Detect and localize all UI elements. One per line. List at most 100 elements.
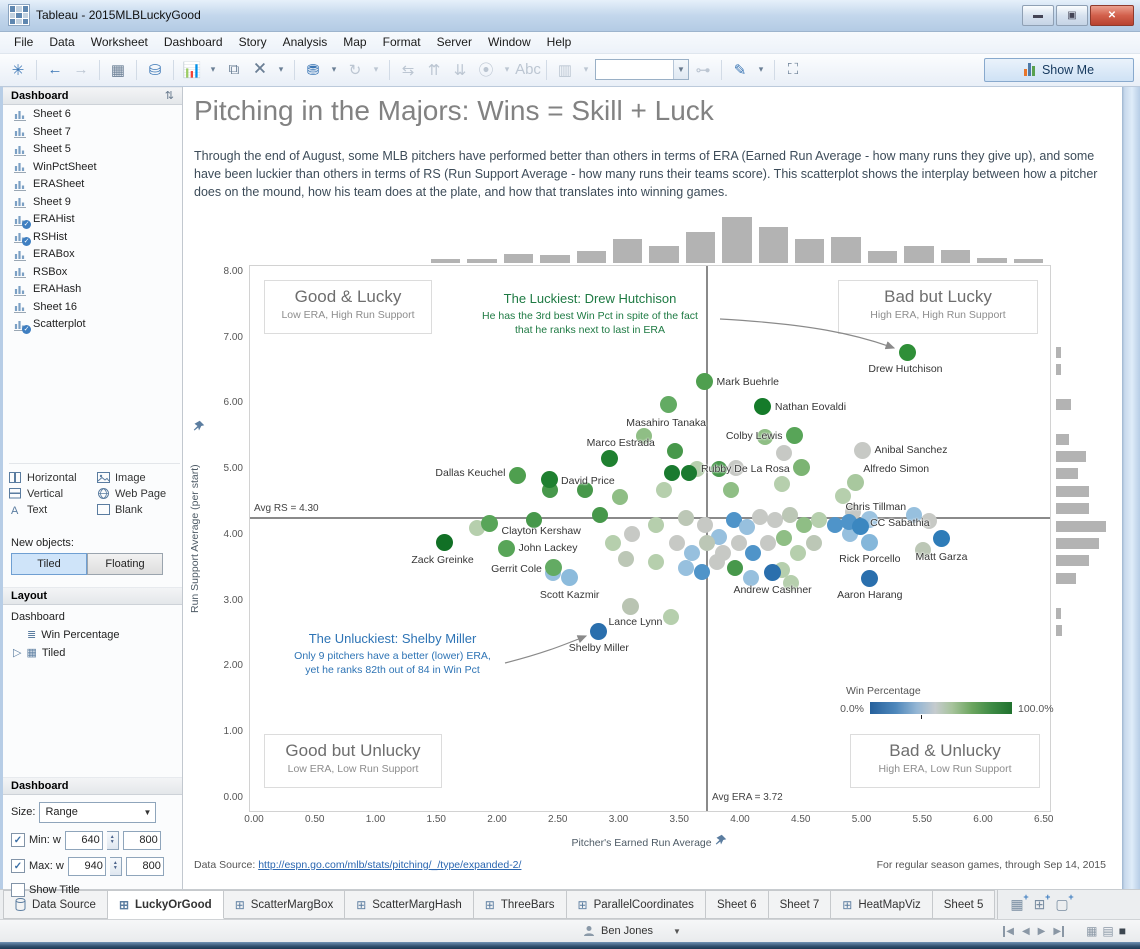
scatter-mark[interactable] — [782, 574, 799, 591]
scatter-mark[interactable] — [577, 482, 594, 499]
object-web-page[interactable]: Web Page — [97, 488, 180, 500]
new-worksheet-dropdown-icon[interactable]: ▾ — [210, 64, 216, 75]
scatter-mark[interactable] — [775, 530, 792, 547]
clear-sheet-dropdown-icon[interactable]: ▾ — [278, 64, 284, 75]
fit-combobox[interactable]: ▼ — [595, 59, 689, 81]
scatter-mark[interactable] — [796, 517, 813, 533]
tiled-button[interactable]: Tiled — [11, 552, 87, 575]
scatter-mark[interactable] — [605, 534, 622, 551]
undo-icon[interactable]: ← — [47, 61, 63, 79]
scatter-mark-clayton-kershaw[interactable] — [480, 515, 498, 533]
tableau-logo-icon[interactable]: ✳ — [11, 61, 25, 79]
layout-root[interactable]: Dashboard — [11, 610, 65, 623]
new-dashboard-icon[interactable]: ⊞ + — [1033, 892, 1051, 913]
scatter-mark[interactable] — [698, 534, 715, 551]
scatter-mark-mark-buehrle[interactable] — [696, 373, 714, 391]
scatter-mark[interactable] — [694, 564, 711, 581]
scatter-mark-andrew-cashner[interactable] — [764, 564, 782, 582]
sheet-item-erahist[interactable]: ✓ ERAHist — [3, 211, 182, 229]
max-size-checkbox[interactable]: ✓ — [11, 859, 25, 874]
max-height-input[interactable]: 800 — [125, 856, 164, 876]
menu-help[interactable]: Help — [546, 35, 572, 50]
scatter-mark[interactable] — [739, 518, 756, 535]
auto-updates-icon[interactable]: ⛃ — [306, 61, 320, 79]
scatter-mark[interactable] — [905, 506, 922, 523]
presentation-mode-icon[interactable]: ⛶ — [787, 61, 799, 79]
scatter-mark[interactable] — [767, 511, 784, 528]
run-update-dropdown-icon[interactable]: ▾ — [373, 64, 379, 75]
scatter-mark[interactable] — [678, 559, 695, 576]
max-width-spinner[interactable]: ▲ ▼ — [109, 856, 122, 876]
menu-window[interactable]: Window — [487, 35, 531, 50]
tab-scattermargbox[interactable]: ⊞ ScatterMargBox — [223, 890, 346, 920]
new-story-icon[interactable]: ▢ + — [1055, 892, 1074, 913]
scatter-mark[interactable] — [915, 541, 932, 558]
fix-axes-icon[interactable]: ⊶ — [695, 61, 711, 79]
layout-item-tiled[interactable]: ▷ ▦ Tiled — [11, 644, 119, 662]
scatter-mark[interactable] — [711, 528, 728, 545]
first-sheet-icon[interactable]: ◀ — [1003, 925, 1014, 937]
scatter-mark[interactable] — [810, 511, 827, 528]
minimize-button[interactable]: ▬ — [1022, 4, 1054, 26]
scatter-mark[interactable] — [745, 544, 762, 561]
fit-dropdown-icon[interactable]: ▾ — [583, 64, 589, 75]
show-me-button[interactable]: Show Me — [984, 57, 1134, 82]
menu-server[interactable]: Server — [436, 35, 472, 50]
scatter-mark[interactable] — [752, 509, 769, 526]
tab-scattermarghash[interactable]: ⊞ ScatterMargHash — [345, 890, 474, 920]
scatter-mark-john-lackey[interactable] — [498, 539, 515, 557]
signed-in-user[interactable]: Ben Jones ▼ — [575, 924, 689, 938]
object-vertical[interactable]: Vertical — [9, 488, 97, 500]
scatter-mark[interactable] — [728, 459, 745, 476]
scatter-mark[interactable] — [921, 513, 938, 530]
auto-updates-dropdown-icon[interactable]: ▾ — [331, 64, 337, 75]
scatter-mark[interactable] — [647, 554, 664, 571]
duplicate-sheet-icon[interactable]: ⧉ — [228, 61, 240, 79]
highlight-pen-icon[interactable]: ✎ — [733, 61, 747, 79]
scatter-mark[interactable] — [696, 517, 713, 533]
scatter-mark[interactable] — [678, 510, 695, 527]
scatter-mark-cc-sabathia[interactable] — [851, 518, 869, 536]
scatter-mark-masahiro-tanaka[interactable] — [659, 396, 677, 414]
min-width-spinner[interactable]: ▲ ▼ — [106, 830, 119, 850]
new-worksheet-icon[interactable]: ▦ + — [1010, 892, 1029, 913]
tab-heatmapviz[interactable]: ⊞ HeatMapViz — [831, 890, 933, 920]
scatter-mark-shelby-miller[interactable] — [590, 622, 608, 640]
floating-button[interactable]: Floating — [87, 552, 163, 575]
swap-axes-icon[interactable]: ⇆ — [401, 61, 415, 79]
scatter-mark[interactable] — [663, 465, 680, 482]
sort-ascending-icon[interactable]: ⇈ — [427, 61, 441, 79]
object-text[interactable]: A Text — [9, 504, 97, 516]
max-width-input[interactable]: 940 — [67, 856, 106, 876]
min-width-input[interactable]: 640 — [64, 830, 103, 850]
scatter-mark[interactable] — [668, 534, 685, 551]
tab-sheet-7[interactable]: Sheet 7 — [768, 890, 832, 920]
new-worksheet-icon[interactable]: 📊 — [182, 61, 202, 79]
show-mark-labels-icon[interactable]: Abc — [515, 61, 541, 79]
close-button[interactable]: ✕ — [1090, 4, 1134, 26]
scatter-mark[interactable] — [757, 428, 774, 445]
legend-gradient-bar[interactable] — [870, 701, 1012, 714]
size-range-select[interactable]: Range ▼ — [39, 801, 157, 823]
menu-analysis[interactable]: Analysis — [282, 35, 328, 50]
clear-sheet-icon[interactable]: 🗙 — [254, 59, 266, 77]
scatter-mark[interactable] — [592, 506, 609, 523]
scatter-mark[interactable] — [774, 475, 791, 492]
menu-worksheet[interactable]: Worksheet — [90, 35, 148, 50]
sheet-item-sheet-9[interactable]: Sheet 9 — [3, 193, 182, 211]
scatter-mark-alfredo-simon[interactable] — [846, 474, 864, 492]
scatter-mark[interactable] — [826, 517, 843, 533]
scatter-mark[interactable] — [781, 506, 798, 523]
scatter-mark[interactable] — [726, 559, 743, 576]
group-members-icon[interactable]: ⦿ — [478, 62, 494, 80]
menu-format[interactable]: Format — [382, 35, 421, 50]
layout-item-win-percentage[interactable]: ≣ Win Percentage — [11, 626, 119, 644]
scatter-mark[interactable] — [680, 465, 697, 482]
scatter-mark[interactable] — [611, 489, 628, 506]
show-filmstrip-view-icon[interactable]: ▤ — [1102, 924, 1114, 939]
sheet-item-scatterplot[interactable]: ✓ Scatterplot — [3, 316, 182, 334]
run-update-icon[interactable]: ↻ — [348, 61, 362, 79]
sort-descending-icon[interactable]: ⇊ — [453, 61, 467, 79]
scatter-mark-rick-porcello[interactable] — [861, 533, 879, 551]
min-size-checkbox[interactable]: ✓ — [11, 833, 25, 848]
